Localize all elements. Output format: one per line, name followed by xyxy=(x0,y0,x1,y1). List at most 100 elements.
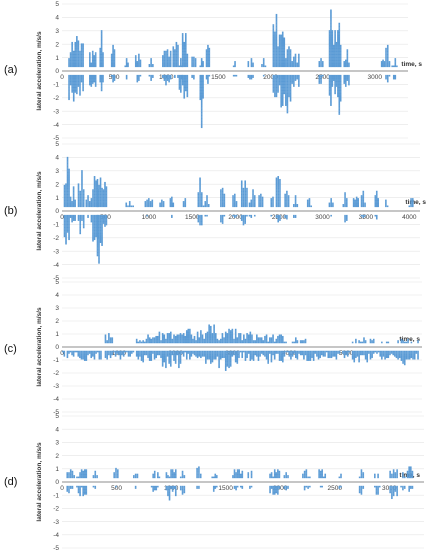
data-point xyxy=(251,350,253,353)
data-point xyxy=(221,199,224,202)
data-point xyxy=(200,219,203,221)
data-point xyxy=(277,340,279,342)
data-point xyxy=(198,353,201,356)
data-point xyxy=(330,205,332,208)
data-point xyxy=(110,53,113,56)
data-point xyxy=(335,74,338,77)
data-point xyxy=(354,199,356,202)
data-point xyxy=(386,53,389,56)
data-point xyxy=(410,201,412,203)
data-point xyxy=(262,59,265,62)
data-point xyxy=(290,357,292,360)
data-point xyxy=(146,205,148,208)
data-point xyxy=(199,91,202,93)
y-tick-label: -4 xyxy=(53,396,59,403)
data-point xyxy=(331,33,334,35)
data-point xyxy=(79,201,82,203)
data-point xyxy=(100,34,103,37)
data-point xyxy=(187,328,190,331)
data-point xyxy=(125,76,128,78)
data-point xyxy=(125,61,128,63)
data-point xyxy=(258,198,260,200)
data-point xyxy=(110,62,113,65)
data-point xyxy=(242,214,245,217)
data-point xyxy=(80,43,83,45)
data-point xyxy=(221,193,224,196)
data-point xyxy=(76,76,78,78)
data-point xyxy=(274,50,276,53)
data-point xyxy=(111,350,114,353)
panel-label: (c) xyxy=(4,343,17,355)
data-point xyxy=(65,196,67,199)
data-point xyxy=(74,86,77,89)
data-point xyxy=(66,186,69,188)
data-point xyxy=(168,76,170,78)
data-point xyxy=(202,82,204,84)
data-point xyxy=(274,82,276,84)
data-point xyxy=(102,198,105,200)
data-point xyxy=(72,77,75,80)
data-point xyxy=(200,107,203,109)
data-point xyxy=(105,214,108,217)
data-point xyxy=(281,40,284,43)
data-point xyxy=(187,334,190,337)
data-point xyxy=(288,47,290,50)
data-point xyxy=(355,350,357,353)
data-point xyxy=(395,350,398,353)
data-point xyxy=(233,340,235,342)
data-point xyxy=(171,214,173,217)
data-point xyxy=(386,50,389,53)
data-point xyxy=(339,52,342,54)
data-point xyxy=(306,359,308,361)
data-point xyxy=(289,55,292,57)
data-point xyxy=(71,61,73,63)
data-point xyxy=(251,352,253,354)
data-point xyxy=(228,359,230,361)
data-point xyxy=(208,350,210,353)
data-point xyxy=(353,350,356,353)
data-point xyxy=(219,350,222,353)
data-point xyxy=(206,198,208,200)
data-point xyxy=(234,350,237,353)
data-point xyxy=(226,360,229,363)
data-point xyxy=(127,352,130,354)
data-point xyxy=(180,58,182,60)
data-point xyxy=(267,360,269,363)
data-point xyxy=(381,357,383,360)
data-point xyxy=(93,65,96,68)
data-point xyxy=(330,102,332,105)
data-point xyxy=(272,56,275,59)
data-point xyxy=(288,95,290,98)
data-point xyxy=(294,350,297,353)
data-point xyxy=(138,53,140,56)
data-point xyxy=(68,184,70,187)
data-point xyxy=(335,65,338,68)
data-point xyxy=(338,28,341,31)
data-point xyxy=(364,355,367,357)
data-point xyxy=(104,225,106,227)
data-point xyxy=(369,356,372,359)
data-point xyxy=(173,353,175,356)
data-point xyxy=(80,44,83,47)
data-point xyxy=(277,181,280,184)
data-point xyxy=(205,55,208,57)
data-point xyxy=(77,59,80,62)
data-point xyxy=(338,24,341,26)
data-point xyxy=(101,232,103,235)
data-point xyxy=(280,338,282,341)
data-point xyxy=(272,52,275,54)
data-point xyxy=(77,52,80,54)
data-point xyxy=(277,198,280,200)
data-point xyxy=(328,205,331,208)
data-points xyxy=(61,324,419,371)
data-point xyxy=(210,360,212,363)
data-point xyxy=(68,76,70,78)
data-point xyxy=(407,355,409,357)
data-point xyxy=(274,43,276,45)
data-point xyxy=(69,76,72,78)
data-point xyxy=(362,216,365,218)
data-point xyxy=(76,82,78,84)
data-point xyxy=(214,357,217,360)
data-point xyxy=(317,352,320,354)
data-point xyxy=(163,335,166,338)
